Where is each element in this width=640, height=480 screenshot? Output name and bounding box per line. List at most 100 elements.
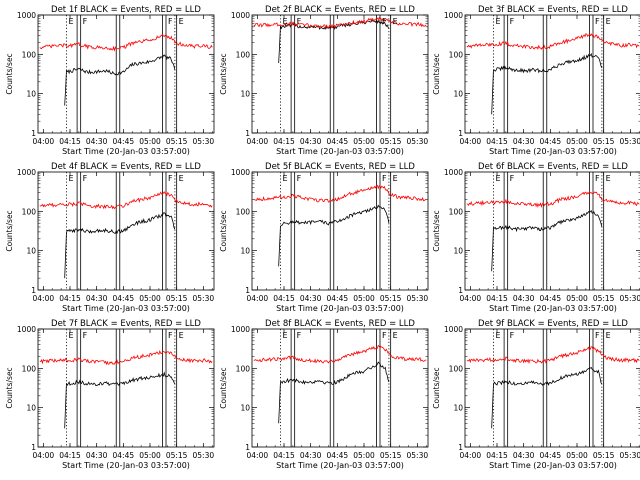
chart-3-ytick-label: 10: [453, 90, 463, 99]
chart-3-ylabel: Counts/sec: [432, 53, 441, 94]
chart-4-series-lld-red: [39, 191, 213, 210]
chart-5-ytick-label: 1: [245, 286, 250, 295]
chart-7-plot-frame: [37, 328, 215, 448]
chart-3-ytick-label: 1000: [444, 11, 463, 20]
chart-7-event-marker: E: [68, 331, 73, 340]
chart-6-series-events-black: [491, 209, 603, 272]
chart-8: Det 8f BLACK = Events, RED = LLD Start Ti…: [219, 319, 429, 470]
chart-6-ylabel: Counts/sec: [432, 210, 441, 251]
chart-1-ytick-label: 10: [26, 90, 36, 99]
chart-2: Det 2f BLACK = Events, RED = LLD Start Ti…: [219, 5, 429, 156]
chart-5-xlabel: Start Time (20-Jan-03 03:57:00): [276, 304, 404, 313]
chart-4-event-marker: E: [179, 174, 184, 183]
chart-1-event-marker: F: [168, 17, 173, 26]
chart-5-series-events-black: [278, 204, 390, 267]
chart-7-plot-area: [39, 329, 213, 447]
chart-1-plot-frame: [37, 14, 215, 134]
chart-2-ylabel: Counts/sec: [219, 53, 228, 94]
chart-7-ytick-label: 1: [31, 443, 36, 452]
chart-5-event-marker: F: [297, 174, 302, 183]
chart-6-title: Det 6f BLACK = Events, RED = LLD: [478, 162, 628, 172]
chart-3-xtick-label: 05:15: [593, 137, 615, 146]
chart-3-xtick-label: 05:00: [566, 137, 588, 146]
chart-7-series-events-black: [64, 371, 176, 429]
chart-3-plot-frame: [464, 14, 640, 134]
chart-7-event-marker: F: [83, 331, 88, 340]
chart-4-ytick-label: 10: [26, 247, 36, 256]
chart-4: Det 4f BLACK = Events, RED = LLD Start Ti…: [5, 162, 215, 313]
chart-8-ytick-label: 1000: [231, 325, 250, 334]
chart-3-xtick-label: 05:30: [620, 137, 640, 146]
chart-8-ylabel: Counts/sec: [219, 367, 228, 408]
chart-4-xtick-label: 04:15: [59, 294, 81, 303]
chart-9-ytick-label: 100: [449, 364, 464, 373]
chart-5-event-marker: E: [393, 174, 398, 183]
chart-8-event-marker: F: [382, 331, 387, 340]
chart-6-event-marker: E: [606, 174, 611, 183]
chart-2-plot-area: [253, 15, 427, 133]
chart-6-event-marker: F: [510, 174, 515, 183]
chart-7-event-marker: F: [168, 331, 173, 340]
chart-4-xtick-label: 05:30: [193, 294, 215, 303]
chart-1-event-marker: E: [68, 17, 73, 26]
chart-5-ytick-label: 10: [240, 247, 250, 256]
chart-4-plot-area: [39, 172, 213, 290]
chart-9-plot-area: [466, 329, 640, 447]
chart-8-ytick-label: 10: [240, 404, 250, 413]
chart-1-ylabel: Counts/sec: [5, 53, 14, 94]
chart-3-xtick-label: 04:00: [460, 137, 482, 146]
chart-6-event-marker: E: [495, 174, 500, 183]
chart-7-xtick-label: 05:30: [193, 451, 215, 460]
chart-1-plot-area: [39, 15, 213, 133]
chart-9-event-marker: E: [495, 331, 500, 340]
chart-8-xtick-label: 04:00: [247, 451, 269, 460]
chart-3-xtick-label: 04:15: [486, 137, 508, 146]
chart-4-event-marker: F: [83, 174, 88, 183]
chart-9-xlabel: Start Time (20-Jan-03 03:57:00): [489, 461, 617, 470]
chart-1-xtick-label: 05:30: [193, 137, 215, 146]
chart-8-xtick-label: 04:45: [327, 451, 349, 460]
chart-8-xtick-label: 05:00: [353, 451, 375, 460]
chart-9-xtick-label: 04:00: [460, 451, 482, 460]
chart-7-xtick-label: 05:15: [166, 451, 188, 460]
chart-9-xtick-label: 05:15: [593, 451, 615, 460]
chart-4-xtick-label: 05:15: [166, 294, 188, 303]
chart-5-ytick-label: 1000: [231, 168, 250, 177]
chart-7-xtick-label: 04:45: [113, 451, 135, 460]
chart-4-ytick-label: 1000: [17, 168, 36, 177]
chart-9-title: Det 9f BLACK = Events, RED = LLD: [478, 319, 628, 329]
chart-1: Det 1f BLACK = Events, RED = LLD Start Ti…: [5, 5, 215, 156]
chart-1-series-events-black: [64, 54, 176, 106]
chart-5-xtick-label: 04:30: [300, 294, 322, 303]
chart-1-series-lld-red: [39, 33, 213, 52]
chart-4-title: Det 4f BLACK = Events, RED = LLD: [51, 162, 201, 172]
chart-2-ytick-label: 100: [236, 50, 251, 59]
chart-6: Det 6f BLACK = Events, RED = LLD Start Ti…: [432, 162, 640, 313]
chart-8-series-lld-red: [253, 344, 427, 364]
chart-2-ytick-label: 1000: [231, 11, 250, 20]
chart-7-xtick-label: 04:00: [33, 451, 55, 460]
chart-3-event-marker: F: [595, 17, 600, 26]
chart-2-xtick-label: 05:00: [353, 137, 375, 146]
chart-9-xtick-label: 04:45: [540, 451, 562, 460]
chart-2-ytick-label: 10: [240, 90, 250, 99]
chart-7-title: Det 7f BLACK = Events, RED = LLD: [51, 319, 201, 329]
chart-4-ytick-label: 100: [22, 207, 37, 216]
chart-9-ytick-label: 1000: [444, 325, 463, 334]
chart-7-xlabel: Start Time (20-Jan-03 03:57:00): [62, 461, 190, 470]
chart-8-xtick-label: 04:15: [273, 451, 295, 460]
chart-4-xtick-label: 04:30: [86, 294, 108, 303]
chart-1-xlabel: Start Time (20-Jan-03 03:57:00): [62, 147, 190, 156]
chart-9-event-marker: F: [595, 331, 600, 340]
chart-1-xtick-label: 04:30: [86, 137, 108, 146]
chart-6-xtick-label: 05:15: [593, 294, 615, 303]
chart-6-ytick-label: 1: [458, 286, 463, 295]
chart-4-xlabel: Start Time (20-Jan-03 03:57:00): [62, 304, 190, 313]
chart-8-series-events-black: [278, 361, 390, 424]
chart-6-xtick-label: 05:30: [620, 294, 640, 303]
chart-3: Det 3f BLACK = Events, RED = LLD Start Ti…: [432, 5, 640, 156]
chart-2-ytick-label: 1: [245, 129, 250, 138]
chart-2-xtick-label: 04:45: [327, 137, 349, 146]
chart-8-xtick-label: 05:30: [407, 451, 429, 460]
